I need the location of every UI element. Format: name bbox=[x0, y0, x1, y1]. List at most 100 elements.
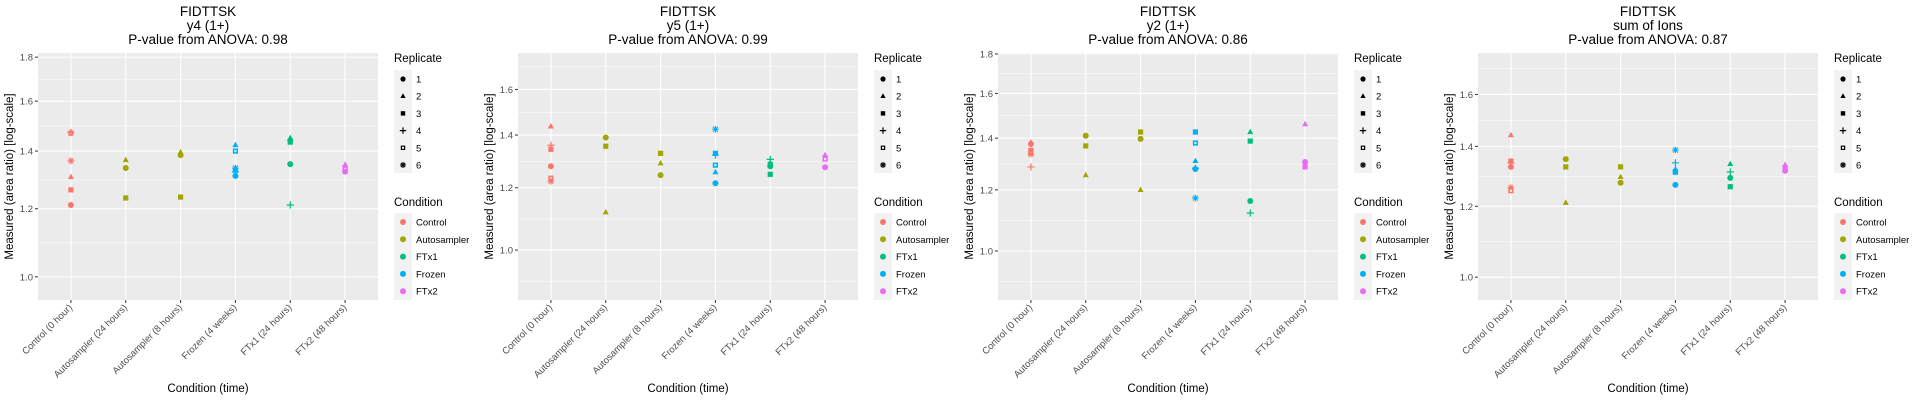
boxed-square-inner bbox=[1362, 146, 1364, 149]
legend-replicate-title: Replicate bbox=[394, 53, 442, 65]
point-replicate-6-asterisk bbox=[880, 162, 886, 168]
legend-replicate-label: 5 bbox=[1376, 143, 1381, 154]
point-replicate-4-plus bbox=[399, 127, 407, 134]
point-replicate-4-plus bbox=[1726, 168, 1734, 176]
legend-condition-label: Autosampler bbox=[416, 235, 469, 246]
chart-title-line-1: FIDTTSK bbox=[660, 4, 716, 19]
category-points-0 bbox=[1507, 131, 1515, 194]
y-tick-label: 1.4 bbox=[1460, 142, 1473, 153]
y-tick-label: 1.2 bbox=[500, 183, 513, 194]
x-tick-label: Frozen (4 weeks) bbox=[1140, 302, 1200, 362]
point-replicate-1-circle bbox=[1840, 76, 1846, 82]
legend-replicate-item bbox=[1839, 127, 1847, 134]
legend-key-background bbox=[1354, 70, 1372, 173]
legend-replicate-item bbox=[1360, 111, 1366, 116]
legend-condition-swatch bbox=[1360, 270, 1366, 277]
point-replicate-6-asterisk bbox=[547, 177, 555, 185]
legend-condition-label: FTx1 bbox=[1376, 252, 1398, 263]
point-replicate-5-boxed-square bbox=[1508, 188, 1514, 194]
x-tick-label: Control (0 hour) bbox=[500, 302, 555, 357]
point-replicate-2-triangle bbox=[880, 93, 886, 98]
plot-background bbox=[998, 53, 1338, 300]
legend-condition-label: Autosampler bbox=[1376, 235, 1429, 246]
point-replicate-2-triangle bbox=[1082, 171, 1089, 178]
x-tick-label: Frozen (4 weeks) bbox=[660, 302, 720, 362]
y-tick-label: 1.0 bbox=[20, 272, 33, 283]
point-replicate-3-square bbox=[1083, 143, 1089, 149]
category-points-4 bbox=[1726, 160, 1734, 190]
legend-condition-swatch bbox=[1840, 270, 1846, 277]
point-replicate-4-plus bbox=[67, 128, 75, 136]
legend-condition-title: Condition bbox=[874, 197, 923, 209]
point-replicate-5-boxed-square bbox=[400, 145, 406, 150]
point-replicate-3-square bbox=[177, 194, 184, 200]
point-replicate-1-circle bbox=[712, 180, 719, 187]
point-replicate-4-plus bbox=[879, 127, 887, 134]
point-replicate-3-square bbox=[548, 146, 554, 152]
legend-replicate-item bbox=[880, 76, 886, 82]
x-tick-label: Frozen (4 weeks) bbox=[180, 302, 240, 362]
point-replicate-4-plus bbox=[1246, 209, 1254, 217]
category-points-2 bbox=[177, 148, 184, 200]
y-tick-label: 1.0 bbox=[980, 246, 993, 257]
x-axis-title: Condition (time) bbox=[1607, 383, 1688, 395]
category-points-2 bbox=[657, 150, 664, 179]
y-tick-label: 1.4 bbox=[20, 147, 33, 158]
legend-replicate-label: 6 bbox=[1856, 161, 1861, 172]
legend-condition-label: Frozen bbox=[1856, 269, 1886, 280]
legend-replicate-label: 4 bbox=[896, 126, 901, 137]
chart-panel-1: FIDTTSK y4 (1+) P-value from ANOVA: 0.98 1.… bbox=[0, 0, 480, 400]
point-replicate-3-square bbox=[603, 143, 609, 149]
legend-condition-label: FTx2 bbox=[416, 287, 438, 298]
point-replicate-3-square bbox=[1137, 129, 1144, 135]
point-replicate-1-circle bbox=[67, 201, 74, 208]
point-replicate-1-circle bbox=[1192, 166, 1199, 173]
y-tick-label: 1.6 bbox=[500, 85, 513, 96]
point-replicate-2-triangle bbox=[1247, 128, 1254, 135]
legend-condition-swatch bbox=[880, 236, 886, 243]
point-replicate-6-asterisk bbox=[712, 125, 719, 133]
legend-condition-swatch bbox=[1360, 236, 1366, 243]
chart-title-line-2: y5 (1+) bbox=[667, 18, 709, 33]
chart-panel-4: FIDTTSK sum of Ions P-value from ANOVA: 0.… bbox=[1440, 0, 1920, 400]
point-replicate-4-plus bbox=[286, 201, 294, 209]
legend-condition-label: Frozen bbox=[1376, 269, 1406, 280]
point-replicate-3-square bbox=[1840, 111, 1846, 116]
legend-condition-label: FTx1 bbox=[416, 252, 438, 263]
legend-replicate-item bbox=[400, 111, 406, 116]
point-replicate-2-triangle bbox=[547, 122, 554, 129]
legend-condition-swatch bbox=[1360, 288, 1366, 295]
y-tick-label: 1.4 bbox=[980, 134, 993, 145]
legend-condition-label: FTx1 bbox=[1856, 252, 1878, 263]
point-replicate-5-boxed-square bbox=[822, 156, 828, 162]
point-replicate-4-plus bbox=[1027, 163, 1035, 171]
legend-replicate-title: Replicate bbox=[1354, 53, 1402, 65]
legend-replicate-item bbox=[399, 127, 407, 134]
category-points-1 bbox=[602, 134, 609, 215]
point-replicate-3-square bbox=[232, 167, 239, 173]
point-replicate-2-triangle bbox=[1360, 93, 1366, 98]
legend-condition-swatch bbox=[400, 236, 406, 243]
point-replicate-1-circle bbox=[400, 76, 406, 82]
legend-replicate-item bbox=[880, 93, 886, 98]
point-replicate-2-triangle bbox=[1562, 199, 1569, 205]
legend-condition-swatch bbox=[1840, 236, 1846, 243]
legend-replicate-label: 6 bbox=[896, 161, 901, 172]
point-replicate-1-circle bbox=[602, 134, 609, 141]
y-tick-label: 1.8 bbox=[20, 53, 33, 64]
x-tick-label: Control (0 hour) bbox=[20, 302, 75, 357]
point-replicate-2-triangle bbox=[1727, 160, 1734, 167]
legend-condition-title: Condition bbox=[1354, 197, 1403, 209]
point-replicate-5-boxed-square bbox=[232, 148, 239, 154]
legend-replicate-item bbox=[1360, 93, 1366, 98]
point-replicate-5-boxed-square bbox=[880, 145, 886, 150]
point-replicate-2-triangle bbox=[400, 93, 406, 98]
point-replicate-3-square bbox=[1672, 169, 1679, 175]
y-tick-label: 1.6 bbox=[20, 97, 33, 108]
legend-replicate-label: 1 bbox=[1856, 75, 1861, 86]
point-replicate-6-asterisk bbox=[1192, 194, 1199, 202]
chart-title-line-1: FIDTTSK bbox=[1620, 4, 1676, 19]
category-points-0 bbox=[1027, 139, 1035, 171]
legend-condition-swatch bbox=[880, 270, 886, 277]
